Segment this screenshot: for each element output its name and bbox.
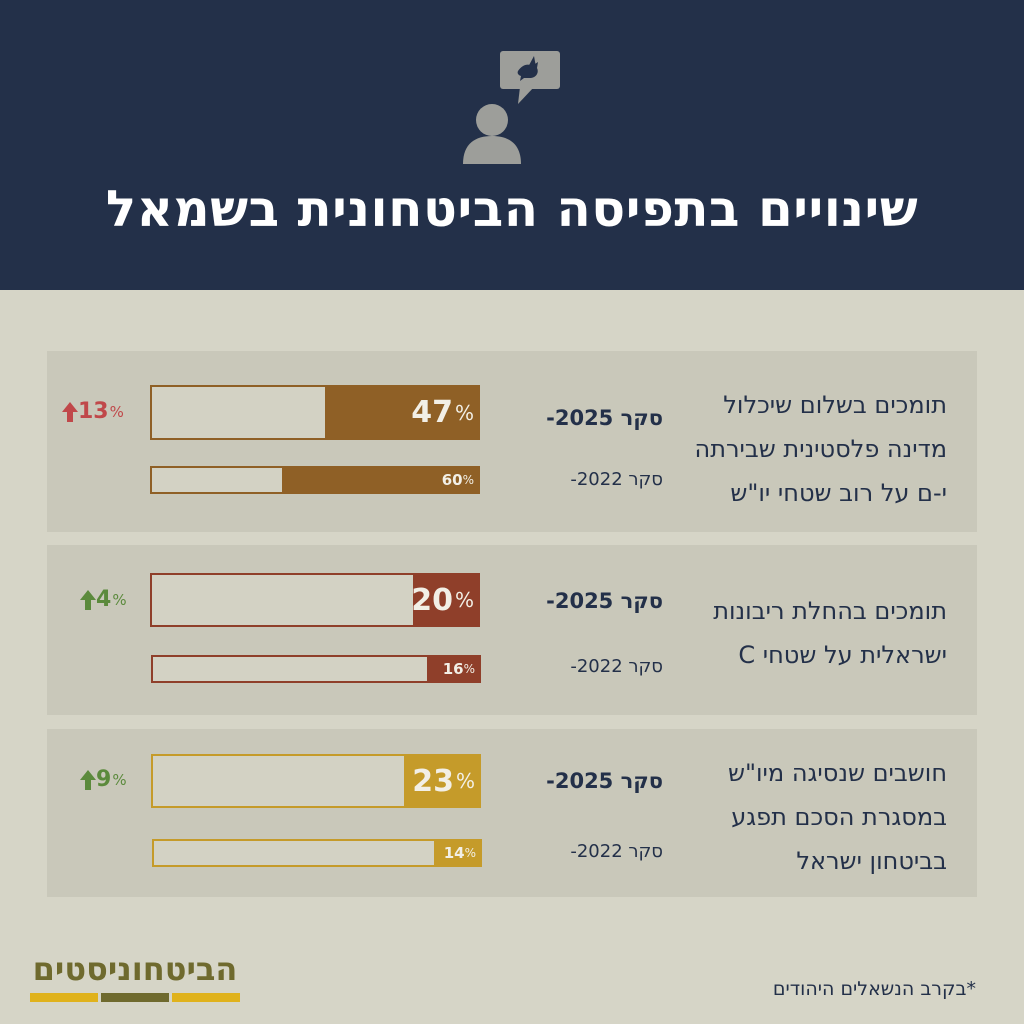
bar-2022: 14% bbox=[152, 839, 482, 867]
bar-2022-value: 14% bbox=[443, 844, 476, 862]
bar-2022-value: 60% bbox=[441, 471, 474, 489]
bar-2025-fill bbox=[404, 756, 479, 806]
change-indicator: 13% bbox=[62, 399, 152, 424]
arrow-up-icon bbox=[80, 589, 96, 610]
survey-2022-label: סקר 2022- bbox=[570, 469, 663, 490]
arrow-up-icon bbox=[80, 769, 96, 790]
survey-2025-label: סקר 2025- bbox=[546, 769, 663, 793]
logo-stripes bbox=[30, 993, 240, 1002]
bar-2025: 20% bbox=[150, 573, 480, 627]
logo-text: הביטחוניסטים bbox=[32, 950, 238, 988]
bar-2025-value: 20% bbox=[411, 582, 474, 618]
bar-2022: 60% bbox=[150, 466, 480, 494]
change-indicator: 4% bbox=[80, 587, 170, 612]
row-label-3: חושבים שנסיגה מיו"ש במסגרת הסכם תפגע בבי… bbox=[727, 759, 947, 875]
bar-2025-value: 23% bbox=[412, 763, 475, 799]
logo-stripe bbox=[30, 993, 98, 1002]
survey-2025-label: סקר 2025- bbox=[546, 589, 663, 613]
row-label-1: תומכים בשלום שיכלול מדינה פלסטינית שבירת… bbox=[694, 391, 947, 507]
bar-2022-fill bbox=[426, 657, 479, 681]
bar-2022-fill bbox=[434, 841, 480, 865]
bar-2025-value: 47% bbox=[411, 395, 474, 430]
stat-panel-2: תומכים בהחלת ריבונות ישראלית על שטחי C ס… bbox=[47, 545, 977, 715]
person-speech-bubble-dove-icon bbox=[463, 51, 560, 164]
logo: הביטחוניסטים bbox=[30, 950, 240, 1005]
survey-2022-label: סקר 2022- bbox=[570, 841, 663, 862]
stat-panel-3: חושבים שנסיגה מיו"ש במסגרת הסכם תפגע בבי… bbox=[47, 729, 977, 897]
logo-stripe bbox=[101, 993, 169, 1002]
survey-2025-label: סקר 2025- bbox=[546, 406, 663, 430]
bar-2025-fill bbox=[412, 575, 478, 625]
logo-stripe bbox=[172, 993, 240, 1002]
change-indicator: 9% bbox=[80, 767, 170, 792]
bar-2022-value: 16% bbox=[442, 660, 475, 678]
arrow-up-icon bbox=[62, 401, 78, 422]
bar-2022: 16% bbox=[151, 655, 481, 683]
page-title: שינויים בתפיסה הביטחונית בשמאל bbox=[105, 180, 919, 238]
row-label-2: תומכים בהחלת ריבונות ישראלית על שטחי C bbox=[713, 597, 947, 669]
bar-2025: 23% bbox=[151, 754, 481, 808]
bar-2025: 47% bbox=[150, 385, 480, 440]
survey-2022-label: סקר 2022- bbox=[570, 656, 663, 677]
bar-2022-fill bbox=[282, 468, 478, 492]
stat-panel-1: תומכים בשלום שיכלול מדינה פלסטינית שבירת… bbox=[47, 351, 977, 532]
footnote: *בקרב הנשאלים היהודים bbox=[772, 978, 976, 1000]
bar-2025-fill bbox=[324, 387, 478, 438]
